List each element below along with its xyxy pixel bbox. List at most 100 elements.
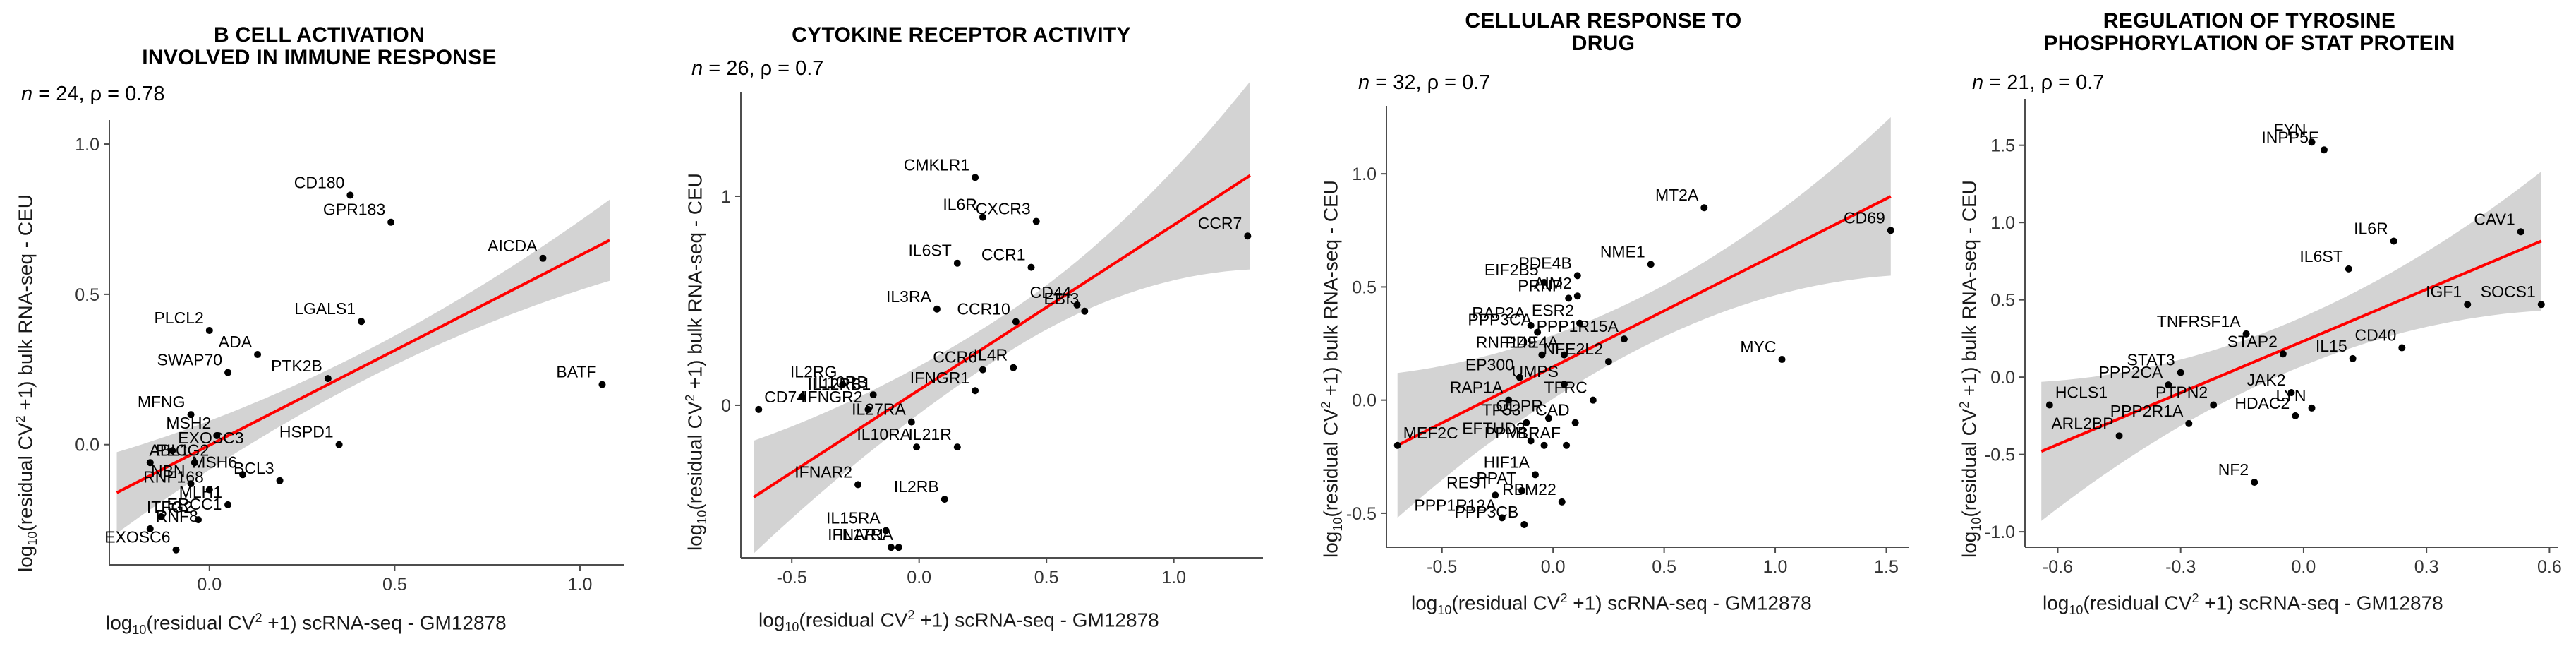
point-label: EIF2B5 (1484, 261, 1539, 279)
rho-value: ρ = 0.7 (760, 57, 824, 80)
y-tick-label: -1.0 (1985, 522, 2015, 542)
point-label: NME1 (1600, 242, 1645, 261)
data-point (1534, 328, 1542, 336)
n-symbol: n (1972, 71, 1984, 94)
data-point (1576, 319, 1583, 327)
data-point (972, 387, 979, 395)
data-point (913, 443, 921, 451)
point-label: LYN (2275, 386, 2306, 405)
regression-line (116, 239, 610, 494)
chart-title: CYTOKINE RECEPTOR ACTIVITY (792, 23, 1131, 47)
x-axis-label: log10(residual CV2 +1) scRNA-seq - GM128… (1411, 591, 1812, 617)
x-tick-label: -0.6 (2043, 557, 2073, 577)
data-point (1647, 261, 1655, 268)
point-label: BCL3 (234, 459, 274, 477)
data-point (1560, 381, 1568, 388)
point-label: AIM2 (1534, 274, 1572, 292)
point-label: LGALS1 (294, 299, 356, 318)
point-label: PPAT (1476, 469, 1516, 487)
data-point (346, 191, 354, 199)
point-label: UMPS (1511, 362, 1558, 381)
rho-value: ρ = 0.78 (90, 83, 165, 105)
point-label: NBN (151, 462, 186, 480)
data-point (854, 481, 862, 489)
point-label: CD44 (1030, 283, 1072, 301)
point-label: MSH2 (166, 414, 211, 432)
data-point (157, 513, 165, 520)
point-label: HSPD1 (279, 423, 334, 441)
data-point (1505, 396, 1513, 404)
point-label: MFNG (138, 393, 186, 411)
panel-b-cell-activation: B CELL ACTIVATION INVOLVED IN IMMUNE RES… (0, 0, 639, 651)
data-point (1620, 335, 1628, 343)
point-label: SOCS1 (2481, 282, 2536, 301)
data-point (598, 381, 606, 388)
panel-tyrosine-stat: REGULATION OF TYROSINE PHOSPHORYLATION O… (1923, 0, 2576, 651)
data-point (1887, 227, 1894, 234)
x-tick-label: 0.0 (197, 575, 222, 595)
point-label: EBI3 (1044, 289, 1079, 308)
n-value: = 21, (1983, 71, 2041, 94)
point-label: PLCG2 (156, 441, 209, 459)
data-point (2308, 404, 2316, 412)
data-point (1012, 318, 1020, 326)
n-rho-annotation: n = 26, ρ = 0.7 (691, 58, 823, 79)
data-point (869, 391, 877, 399)
x-tick-label: -0.3 (2165, 557, 2196, 577)
point-label: BATF (556, 363, 596, 381)
point-label: IL6R (943, 196, 977, 214)
point-label: CD180 (294, 173, 345, 191)
data-point (1081, 307, 1089, 315)
data-point (1565, 294, 1573, 302)
data-point (895, 544, 902, 551)
point-label: CAD (1535, 401, 1570, 419)
point-label: IL6R (2354, 219, 2388, 237)
regression-line (2040, 239, 2542, 453)
data-point (1544, 414, 1552, 422)
point-label: STAT3 (2127, 351, 2175, 369)
data-point (2185, 419, 2193, 427)
data-point (933, 305, 941, 313)
y-tick-label: 1 (721, 187, 731, 207)
y-tick-label: 0.0 (1352, 391, 1377, 411)
point-label: IFNAR1 (828, 525, 885, 544)
x-tick-label: 0.5 (382, 575, 407, 595)
point-label: ERCC1 (167, 495, 222, 513)
scatter-plot: -0.5 0.0 0.5 1.0 1.5 -0.5 0.0 0.5 1.0 MT2A CD69 NME… (1346, 106, 1909, 577)
point-label: IL10RA (857, 425, 911, 443)
data-point (2517, 228, 2524, 236)
point-label: MT2A (1655, 186, 1699, 204)
x-tick-label: 0.0 (2292, 557, 2316, 577)
data-point (539, 254, 547, 262)
n-symbol: n (1358, 71, 1370, 94)
point-label: FYN (2274, 120, 2306, 138)
data-point (2464, 301, 2472, 309)
y-tick-label: -0.5 (1985, 446, 2015, 465)
y-tick-label: 0.5 (75, 285, 99, 305)
point-label: IFNGR2 (803, 388, 862, 406)
point-label: PPP1R12A (1414, 496, 1496, 514)
y-tick-label: 1.0 (1990, 213, 2015, 233)
point-label: PDE4B (1518, 253, 1571, 272)
data-point (1527, 321, 1535, 329)
scatter-plot: -0.6 -0.3 0.0 0.3 0.6 -1.0 -0.5 0.0 0.5 1.0 1.5 FYN… (1985, 99, 2562, 577)
point-label: EFTUD2 (1462, 419, 1525, 437)
point-label: EXOSC6 (104, 528, 170, 547)
data-point (2537, 301, 2545, 309)
data-point (1032, 217, 1040, 225)
point-label: CCR1 (981, 246, 1026, 264)
rho-value: ρ = 0.7 (2040, 71, 2105, 94)
data-point (882, 527, 890, 534)
point-label: IL4R (974, 346, 1008, 364)
point-label: PRNP (1518, 276, 1563, 294)
point-label: CD69 (1844, 208, 1885, 227)
point-label: JAK2 (2247, 371, 2286, 389)
regression-line (752, 174, 1252, 498)
point-label: INPP5F (2261, 128, 2318, 146)
data-point (2292, 412, 2299, 419)
data-point (146, 525, 154, 532)
data-point (1538, 351, 1546, 359)
data-point (1027, 263, 1035, 271)
data-point (239, 471, 247, 479)
point-label: IL6ST (2299, 247, 2342, 265)
